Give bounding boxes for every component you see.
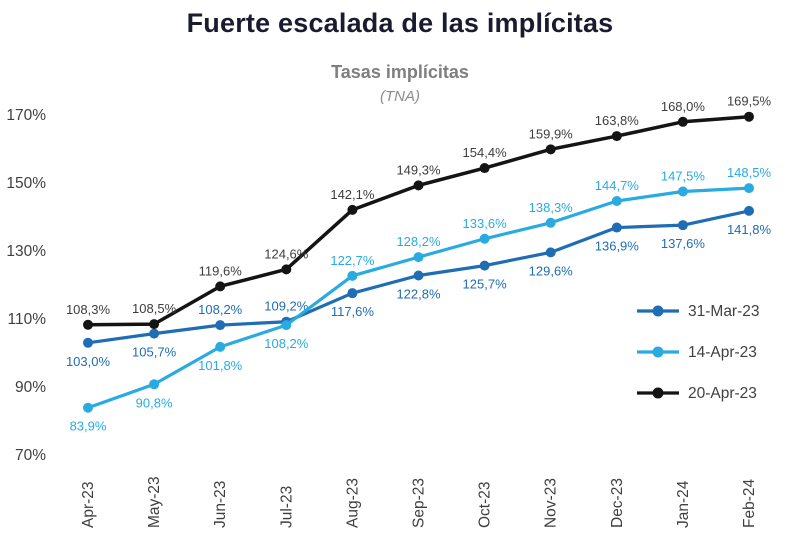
data-label-20-Apr-23: 159,9% [529, 126, 574, 141]
data-point-14-Apr-23 [479, 233, 490, 244]
data-point-20-Apr-23 [479, 163, 490, 174]
legend-label: 14-Apr-23 [688, 344, 757, 361]
data-point-20-Apr-23 [677, 116, 688, 127]
data-label-20-Apr-23: 108,3% [66, 302, 111, 317]
data-label-20-Apr-23: 169,5% [727, 94, 772, 109]
data-label-31-Mar-23: 103,0% [66, 354, 111, 369]
data-point-20-Apr-23 [545, 144, 556, 155]
data-label-14-Apr-23: 148,5% [727, 165, 772, 180]
data-label-31-Mar-23: 141,8% [727, 222, 772, 237]
data-label-20-Apr-23: 154,4% [463, 145, 508, 160]
data-label-14-Apr-23: 138,3% [529, 200, 574, 215]
chart-title: Fuerte escalada de las implícitas [186, 8, 614, 38]
chart-units-note: (TNA) [380, 88, 420, 105]
data-label-20-Apr-23: 124,6% [264, 246, 309, 261]
x-axis-tick-label: May-23 [146, 476, 163, 528]
legend-marker-dot [652, 387, 664, 399]
data-label-14-Apr-23: 90,8% [136, 395, 173, 410]
data-point-31-Mar-23 [611, 222, 622, 233]
data-label-14-Apr-23: 147,5% [661, 169, 706, 184]
x-axis-tick-label: Sep-23 [411, 478, 428, 528]
legend-marker-dot [652, 346, 664, 358]
x-axis-tick-label: Feb-24 [741, 479, 758, 528]
data-point-31-Mar-23 [677, 220, 688, 231]
x-axis-tick-label: Oct-23 [477, 481, 494, 528]
data-label-31-Mar-23: 109,2% [264, 299, 309, 314]
x-axis-tick-label: Apr-23 [80, 481, 97, 528]
y-axis-tick-label: 90% [15, 379, 46, 396]
y-axis-tick-label: 110% [8, 311, 47, 328]
data-label-31-Mar-23: 108,2% [198, 302, 243, 317]
data-point-31-Mar-23 [215, 320, 226, 331]
legend-label: 31-Mar-23 [688, 303, 760, 320]
data-label-14-Apr-23: 83,9% [70, 419, 107, 434]
data-label-14-Apr-23: 122,7% [330, 253, 375, 268]
data-point-14-Apr-23 [215, 341, 226, 352]
data-label-14-Apr-23: 144,7% [595, 178, 640, 193]
data-point-20-Apr-23 [413, 180, 424, 191]
data-label-20-Apr-23: 108,5% [132, 301, 177, 316]
data-label-20-Apr-23: 168,0% [661, 99, 706, 114]
data-point-20-Apr-23 [744, 111, 754, 122]
data-point-14-Apr-23 [347, 270, 358, 281]
chart-subtitle: Tasas implícitas [331, 62, 469, 82]
data-point-20-Apr-23 [215, 281, 226, 292]
x-axis-tick-label: Dec-23 [609, 478, 626, 528]
data-label-14-Apr-23: 133,6% [463, 216, 508, 231]
data-label-31-Mar-23: 125,7% [463, 277, 508, 292]
data-point-31-Mar-23 [744, 205, 754, 216]
x-axis-tick-label: Aug-23 [344, 478, 361, 528]
x-axis-tick-label: Jan-24 [675, 480, 692, 528]
data-label-14-Apr-23: 108,2% [264, 336, 309, 351]
data-label-31-Mar-23: 105,7% [132, 345, 177, 360]
x-axis-tick-label: Jun-23 [212, 481, 229, 528]
data-point-14-Apr-23 [545, 217, 556, 228]
y-axis-tick-label: 70% [15, 447, 46, 464]
y-axis-tick-label: 150% [6, 175, 46, 192]
data-point-14-Apr-23 [149, 379, 160, 390]
x-axis-tick-label: Jul-23 [278, 486, 295, 528]
x-axis-tick-label: Nov-23 [543, 478, 560, 528]
data-label-14-Apr-23: 128,2% [396, 234, 441, 249]
legend-label: 20-Apr-23 [688, 385, 757, 402]
data-label-20-Apr-23: 163,8% [595, 113, 640, 128]
data-point-31-Mar-23 [413, 270, 424, 281]
data-point-14-Apr-23 [744, 183, 754, 194]
data-point-20-Apr-23 [149, 319, 160, 330]
data-label-31-Mar-23: 122,8% [396, 286, 441, 301]
data-label-31-Mar-23: 129,6% [529, 263, 574, 278]
data-point-31-Mar-23 [479, 260, 490, 271]
data-point-20-Apr-23 [83, 319, 93, 330]
data-point-31-Mar-23 [149, 328, 160, 339]
data-point-20-Apr-23 [347, 204, 358, 215]
data-label-20-Apr-23: 149,3% [396, 162, 441, 177]
data-point-31-Mar-23 [545, 247, 556, 258]
data-point-14-Apr-23 [83, 402, 93, 413]
data-point-14-Apr-23 [413, 252, 424, 263]
y-axis-tick-label: 170% [6, 107, 46, 124]
data-point-20-Apr-23 [281, 264, 292, 275]
data-label-31-Mar-23: 137,6% [661, 236, 706, 251]
data-label-20-Apr-23: 142,1% [330, 187, 375, 202]
data-label-20-Apr-23: 119,6% [199, 263, 243, 278]
data-point-20-Apr-23 [611, 131, 622, 142]
y-axis-tick-label: 130% [6, 243, 46, 260]
data-point-14-Apr-23 [677, 186, 688, 197]
legend-marker-dot [652, 305, 664, 317]
data-point-14-Apr-23 [281, 320, 292, 331]
data-label-31-Mar-23: 117,6% [331, 304, 375, 319]
data-label-14-Apr-23: 101,8% [198, 358, 243, 373]
data-point-31-Mar-23 [347, 288, 358, 299]
data-label-31-Mar-23: 136,9% [595, 239, 640, 254]
data-point-31-Mar-23 [83, 337, 93, 348]
data-point-14-Apr-23 [611, 196, 622, 207]
